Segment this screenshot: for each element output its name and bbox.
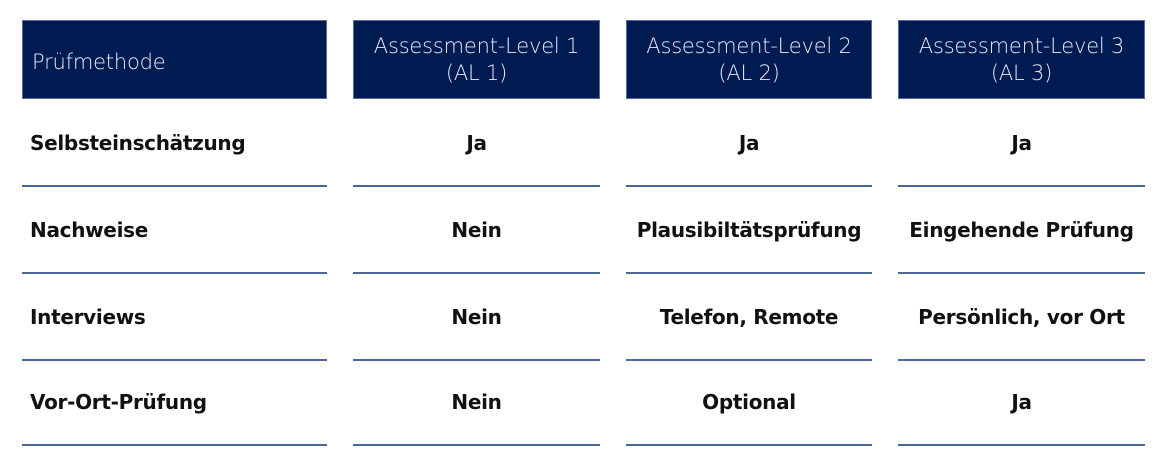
row-label: Selbsteinschätzung <box>22 101 327 187</box>
header-text-line: (AL 3) <box>990 60 1053 85</box>
table-cell: Plausibiltätsprüfung <box>626 188 872 274</box>
table-cell: Optional <box>626 360 872 446</box>
table-cell: Ja <box>626 101 872 187</box>
table-cell: Nein <box>353 275 600 361</box>
header-assessment-level-2: Assessment-Level 2 (AL 2) <box>626 20 872 99</box>
header-pruefmethode: Prüfmethode <box>22 20 327 99</box>
row-label: Interviews <box>22 275 327 361</box>
row-label: Nachweise <box>22 188 327 274</box>
table-cell: Ja <box>898 101 1145 187</box>
header-text-line: Prüfmethode <box>32 50 166 74</box>
header-text-line: Assessment-Level 1 <box>373 33 580 58</box>
table-cell: Ja <box>898 360 1145 446</box>
table-cell: Telefon, Remote <box>626 275 872 361</box>
header-text-line: (AL 2) <box>718 60 780 85</box>
table-cell: Ja <box>353 101 600 187</box>
table-cell: Eingehende Prüfung <box>898 188 1145 274</box>
header-text-line: (AL 1) <box>445 60 508 85</box>
header-assessment-level-3: Assessment-Level 3 (AL 3) <box>898 20 1145 99</box>
header-text-line: Assessment-Level 2 <box>646 33 852 58</box>
header-text-line: Assessment-Level 3 <box>918 33 1125 58</box>
row-label: Vor-Ort-Prüfung <box>22 360 327 446</box>
table-cell: Nein <box>353 188 600 274</box>
table-cell: Nein <box>353 360 600 446</box>
table-cell: Persönlich, vor Ort <box>898 275 1145 361</box>
header-assessment-level-1: Assessment-Level 1 (AL 1) <box>353 20 600 99</box>
